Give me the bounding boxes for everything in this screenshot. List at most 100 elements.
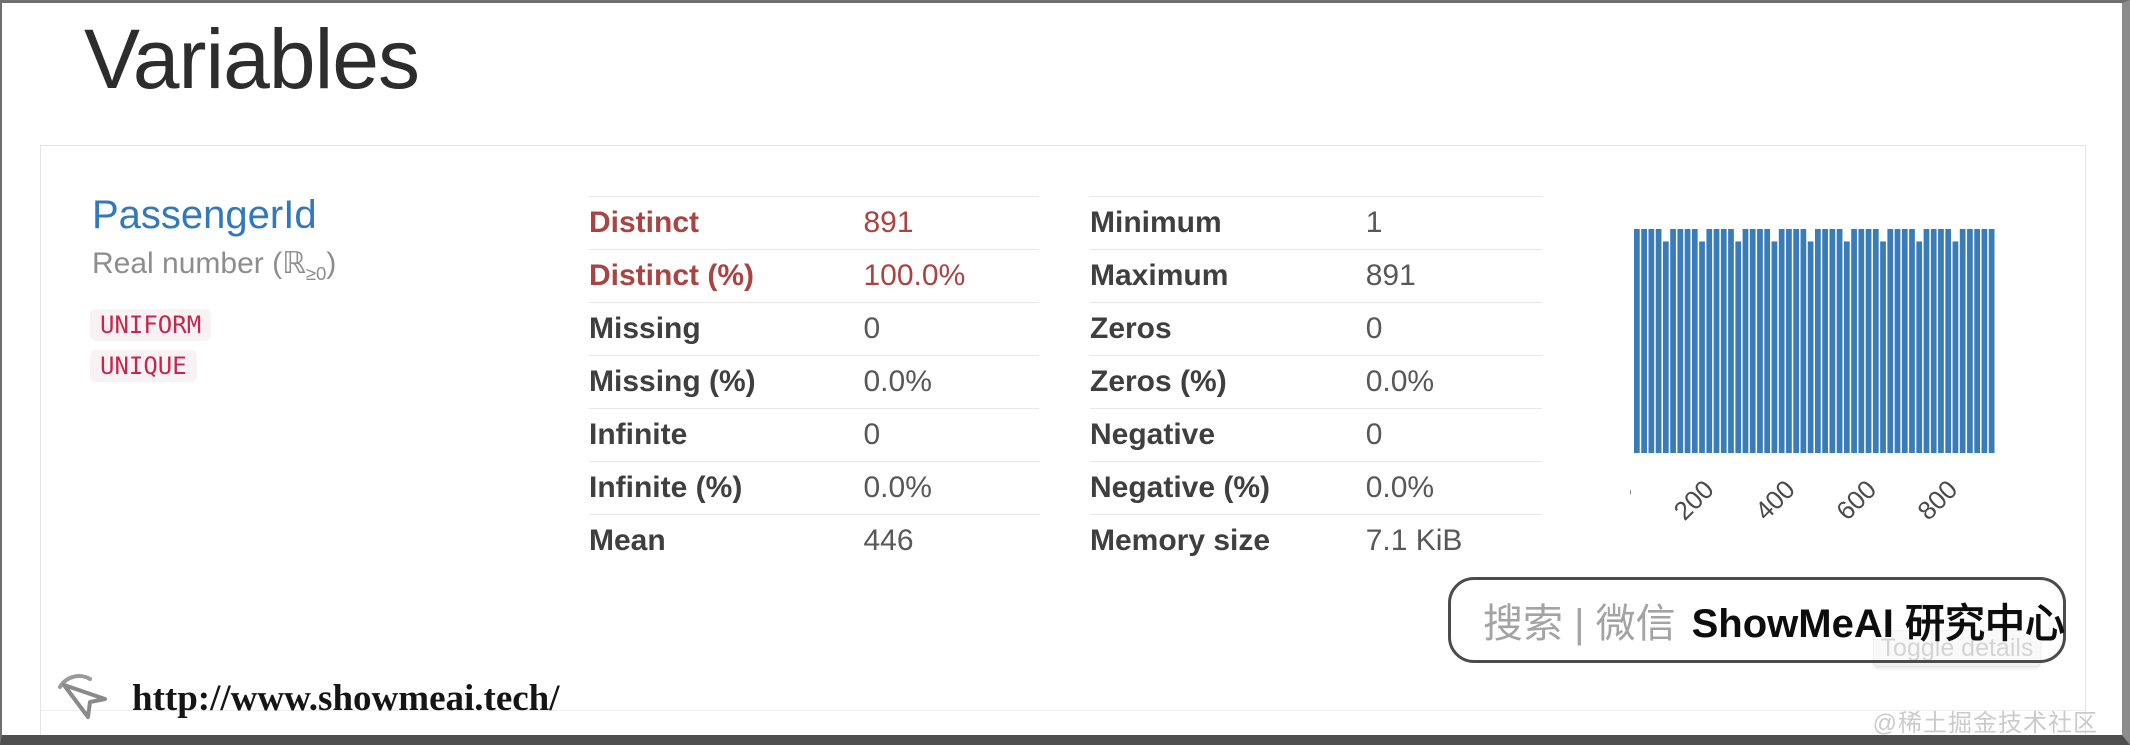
histogram-bar: [1858, 229, 1865, 453]
stat-value: 1: [1365, 206, 1383, 239]
histogram-bar: [1894, 229, 1901, 453]
histogram-bar: [1930, 229, 1937, 453]
table-row: Zeros (%) 0.0%: [1090, 355, 1542, 408]
stat-label: Memory size: [1090, 524, 1271, 557]
table-row: Negative (%) 0.0%: [1090, 461, 1542, 514]
stat-value: 0.0%: [1365, 471, 1435, 504]
histogram-bar: [1807, 241, 1814, 453]
x-tick-label: 600: [1830, 474, 1882, 526]
histogram-bar: [1945, 229, 1952, 453]
histogram-bar: [1684, 229, 1691, 453]
stat-label: Distinct (%): [589, 259, 754, 292]
x-tick-label: 400: [1749, 474, 1801, 526]
stat-label: Negative (%): [1090, 471, 1271, 504]
page-title: Variables: [84, 12, 420, 106]
histogram-bar: [1988, 229, 1995, 453]
variable-name-link[interactable]: PassengerId: [92, 193, 317, 237]
stats-table-right: Minimum 1 Maximum 891 Zeros 0 Zeros (%) 0.0% Neg…: [1090, 196, 1542, 567]
histogram-bar: [1677, 229, 1684, 453]
histogram-bar: [1800, 229, 1807, 453]
cursor-icon: [54, 671, 112, 735]
histogram-chart: 0 200 400 600 800: [1630, 229, 1995, 526]
histogram-bar: [1880, 241, 1886, 453]
histogram-bar: [1706, 229, 1713, 453]
watermark-url: http://www.showmeai.tech/: [132, 678, 560, 719]
stat-value: 0.0%: [863, 365, 932, 398]
histogram-bar: [1815, 229, 1821, 453]
stat-label: Missing (%): [589, 365, 756, 398]
histogram-bar: [1851, 229, 1857, 453]
community-credit: @稀土掘金技术社区: [1872, 710, 2098, 737]
histogram-bar: [1923, 229, 1930, 453]
stat-label: Missing: [589, 312, 701, 345]
histogram-bar: [1771, 241, 1778, 453]
histogram-bar: [1662, 241, 1669, 453]
stat-label: Infinite: [589, 418, 688, 451]
table-row: Distinct 891: [589, 196, 1039, 249]
badge-uniform: UNIFORM: [90, 309, 212, 341]
stat-value: 7.1 KiB: [1365, 524, 1463, 557]
watermark-brand-text: ShowMeAI 研究中心: [1691, 602, 2065, 646]
histogram-bar: [1872, 229, 1879, 453]
histogram-bar: [1793, 229, 1800, 453]
histogram-bar: [1822, 229, 1828, 453]
variable-badges: UNIFORM UNIQUE: [90, 309, 212, 382]
histogram-bar: [1634, 229, 1640, 453]
histogram-bar: [1670, 229, 1676, 453]
table-row: Zeros 0: [1090, 302, 1542, 355]
histogram-bar: [1829, 229, 1836, 453]
histogram-bar: [1974, 229, 1981, 453]
stat-label: Maximum: [1090, 259, 1229, 292]
histogram-bar: [1735, 241, 1742, 453]
stat-value: 0.0%: [863, 471, 932, 504]
histogram-bar: [1836, 229, 1843, 453]
histogram-bar: [1720, 229, 1727, 453]
histogram-bar: [1764, 229, 1771, 453]
table-row: Missing (%) 0.0%: [589, 355, 1039, 408]
stat-value: 891: [1365, 259, 1416, 292]
histogram-bar: [1916, 241, 1923, 453]
histogram-bar: [1778, 229, 1785, 453]
histogram-bar: [1887, 229, 1894, 453]
stat-value: 100.0%: [863, 259, 966, 292]
stat-value: 0.0%: [1365, 365, 1435, 398]
table-row: Mean 446: [589, 514, 1039, 567]
histogram-bar: [1757, 229, 1763, 453]
histogram-bar: [1749, 229, 1756, 453]
watermark-search-text: 搜索 | 微信: [1483, 602, 1676, 646]
stat-value: 0: [863, 312, 881, 345]
histogram-bar: [1938, 229, 1944, 453]
histogram-bar: [1728, 229, 1734, 453]
stat-label: Negative: [1090, 418, 1216, 451]
histogram-bar: [1843, 241, 1850, 453]
table-row: Infinite 0: [589, 408, 1039, 461]
histogram-bar: [1655, 229, 1662, 453]
table-row: Memory size 7.1 KiB: [1090, 514, 1542, 567]
stat-value: 0: [863, 418, 881, 451]
stat-label: Infinite (%): [589, 471, 743, 504]
table-row: Minimum 1: [1090, 196, 1542, 249]
section-divider: [41, 710, 2085, 711]
histogram-bar: [1713, 229, 1720, 453]
stat-value: 0: [1365, 312, 1383, 345]
table-row: Maximum 891: [1090, 249, 1542, 302]
histogram-bar: [1699, 241, 1705, 453]
table-row: Missing 0: [589, 302, 1039, 355]
histogram-bar: [1901, 229, 1908, 453]
histogram-bar: [1648, 229, 1655, 453]
table-row: Distinct (%) 100.0%: [589, 249, 1039, 302]
histogram-bar: [1742, 229, 1749, 453]
histogram-bar: [1959, 229, 1966, 453]
histogram-bar: [1909, 229, 1915, 453]
histogram-bar: [1865, 229, 1872, 453]
histogram-bar: [1691, 229, 1698, 453]
x-tick-label: 0: [1630, 474, 1638, 505]
stat-label: Distinct: [589, 206, 700, 239]
table-row: Infinite (%) 0.0%: [589, 461, 1039, 514]
stat-label: Mean: [589, 524, 666, 557]
variable-type-label: Real number (ℝ≥0): [92, 247, 337, 284]
histogram-bar: [1786, 229, 1792, 453]
histogram-bar: [1952, 241, 1959, 453]
histogram-bar: [1641, 229, 1647, 453]
